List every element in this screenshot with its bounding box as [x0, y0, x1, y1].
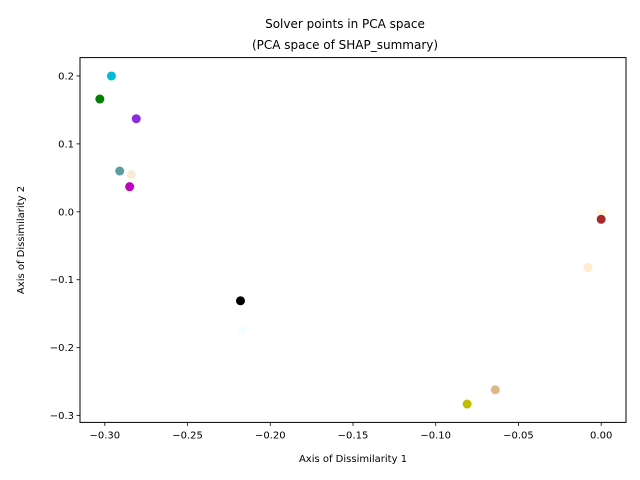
y-tick-label: −0.2 [50, 343, 74, 354]
plot-frame [79, 57, 627, 423]
x-tick-label: −0.25 [172, 430, 203, 441]
x-axis-label: Axis of Dissimilarity 1 [299, 454, 407, 465]
x-tick-label: −0.30 [89, 430, 120, 441]
y-axis-label: Axis of Dissimilarity 2 [16, 186, 27, 294]
y-tick-label: 0.0 [58, 207, 74, 218]
data-point-5 [126, 169, 136, 179]
x-axis-ticks: −0.30 −0.25 −0.20 −0.15 −0.10 −0.05 0.00 [89, 422, 612, 441]
data-point-10 [235, 296, 245, 306]
x-tick-label: −0.10 [420, 430, 451, 441]
x-tick-label: −0.05 [503, 430, 534, 441]
data-point-2 [95, 94, 105, 104]
data-point-13 [462, 399, 472, 409]
y-tick-label: 0.1 [58, 139, 74, 150]
y-tick-label: 0.2 [58, 71, 74, 82]
data-point-1 [106, 71, 116, 81]
points-layer [95, 71, 606, 409]
data-point-6 [125, 182, 135, 192]
y-axis-ticks: 0.2 0.1 0.0 −0.1 −0.2 −0.3 [50, 71, 80, 422]
chart-title-line1: Solver points in PCA space [265, 17, 425, 31]
data-point-12 [490, 385, 500, 395]
x-tick-label: 0.00 [590, 430, 612, 441]
data-point-11 [237, 325, 247, 335]
y-tick-label: −0.3 [50, 411, 74, 422]
y-tick-label: −0.1 [50, 275, 74, 286]
chart-title-line2: (PCA space of SHAP_summary) [252, 38, 438, 52]
data-point-9 [583, 263, 593, 273]
x-tick-label: −0.20 [255, 430, 286, 441]
data-point-8 [596, 214, 606, 224]
data-point-4 [115, 166, 125, 176]
x-tick-label: −0.15 [338, 430, 369, 441]
data-point-3 [131, 114, 141, 124]
